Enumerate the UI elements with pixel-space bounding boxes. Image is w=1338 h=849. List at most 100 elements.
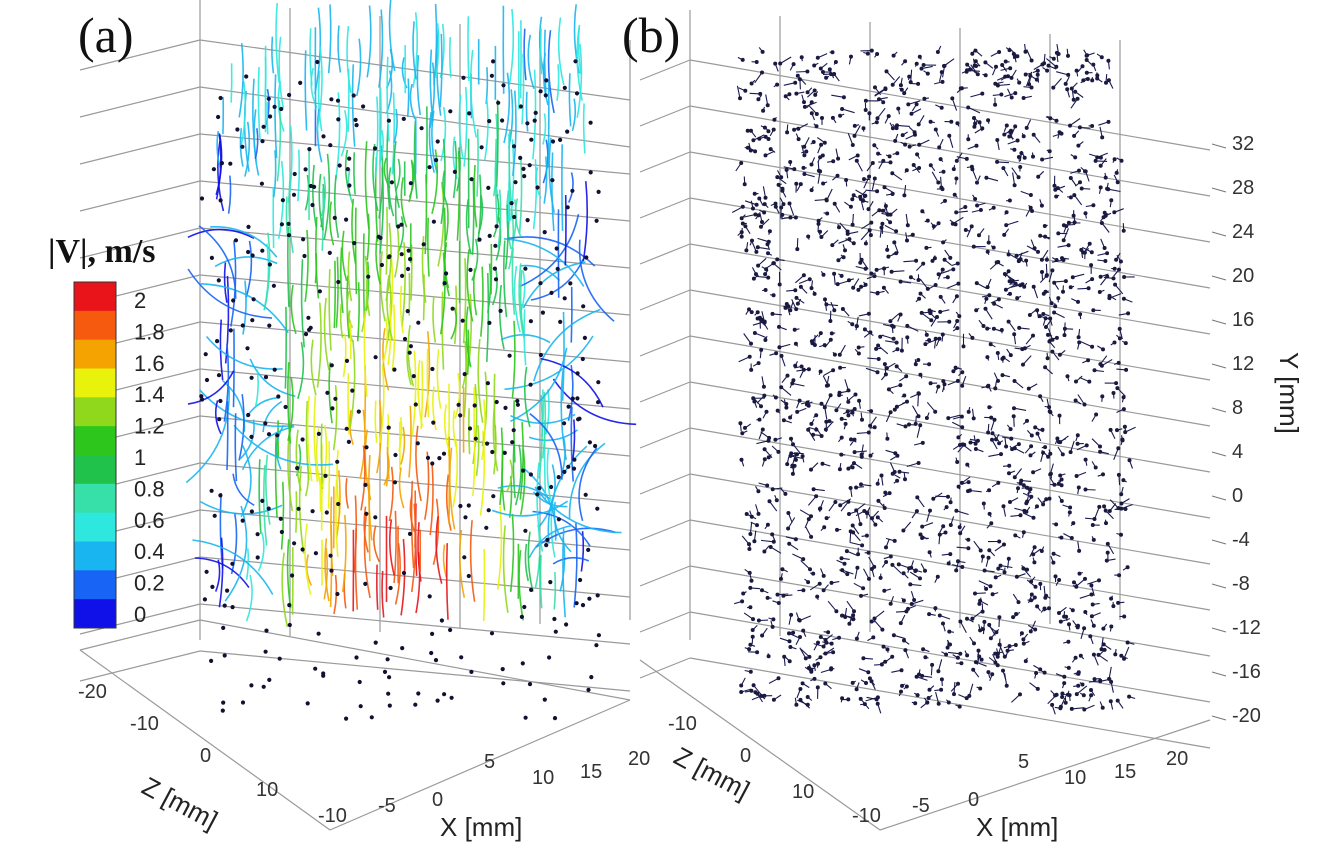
particle-point — [902, 193, 907, 198]
particle-point — [804, 149, 809, 154]
particle-point — [566, 404, 571, 409]
particle-point — [899, 348, 904, 353]
particle-point — [406, 248, 411, 253]
particle-point — [861, 586, 866, 591]
particle-point — [749, 128, 753, 133]
particle-point — [1107, 676, 1112, 681]
pathline — [545, 389, 550, 435]
pathline — [192, 539, 274, 595]
pathline — [578, 239, 615, 322]
pathline — [353, 152, 356, 195]
particle-point — [856, 287, 861, 292]
particle-point — [770, 624, 775, 629]
particle-point — [1047, 339, 1052, 344]
particle-point — [850, 143, 855, 147]
particle-track — [893, 634, 906, 640]
particle-point — [771, 127, 776, 132]
particle-point — [1068, 195, 1073, 200]
pathline — [214, 559, 221, 592]
particle-point — [1016, 486, 1020, 491]
particle-point — [977, 233, 981, 238]
particle-point — [1006, 269, 1011, 274]
particle-point — [408, 344, 413, 349]
particle-point — [562, 85, 567, 90]
pathline — [223, 343, 230, 422]
pathline — [379, 251, 386, 322]
pathline — [227, 175, 232, 214]
colorbar-segment — [74, 455, 116, 485]
particle-point — [1050, 337, 1055, 342]
y-tick-label: -4 — [1232, 529, 1250, 551]
particle-point — [913, 132, 917, 137]
pathline — [394, 195, 398, 227]
particle-point — [832, 271, 837, 276]
particle-point — [1031, 552, 1036, 557]
particle-track — [912, 405, 919, 417]
particle-point — [1095, 155, 1100, 160]
particle-point — [783, 305, 788, 310]
y-tick-mark — [1211, 319, 1227, 325]
grid-line — [199, 603, 631, 645]
particle-point — [458, 503, 463, 509]
particle-point — [926, 696, 931, 700]
pathline — [230, 512, 238, 575]
particle-point — [879, 473, 884, 478]
particle-point — [1057, 413, 1062, 418]
pathline — [258, 459, 262, 534]
particle-point — [778, 61, 783, 66]
particle-point — [945, 275, 950, 280]
particle-point — [228, 328, 233, 333]
pathline — [567, 172, 574, 203]
particle-point — [1028, 73, 1033, 78]
particle-point — [860, 417, 864, 422]
pathline — [518, 263, 525, 338]
pathline — [280, 481, 285, 550]
particle-point — [1032, 560, 1037, 565]
particle-point — [995, 351, 1000, 355]
particle-point — [501, 681, 506, 686]
particle-point — [1095, 76, 1100, 81]
particle-point — [354, 123, 359, 128]
particle-point — [755, 523, 759, 528]
particle-point — [851, 285, 856, 290]
grid-line — [689, 519, 1211, 611]
pathline — [335, 479, 339, 557]
particle-point — [770, 532, 775, 537]
particle-point — [901, 528, 906, 533]
particle-point — [948, 523, 953, 527]
particle-point — [801, 588, 806, 593]
particle-point — [883, 204, 888, 208]
particle-point — [930, 258, 935, 263]
particle-point — [407, 531, 413, 537]
particle-point — [958, 619, 963, 624]
particle-point — [580, 603, 586, 608]
particle-point — [329, 568, 334, 573]
particle-point — [941, 621, 945, 626]
grid-line — [199, 274, 631, 316]
particle-point — [766, 275, 771, 280]
particle-point — [855, 153, 860, 158]
particle-point — [771, 617, 776, 622]
particle-point — [1098, 185, 1103, 190]
particle-point — [344, 217, 349, 222]
particle-point — [329, 363, 334, 368]
particle-point — [1001, 166, 1006, 171]
particle-point — [1005, 648, 1010, 653]
particle-point — [938, 309, 943, 314]
particle-point — [1023, 49, 1028, 54]
pathline — [304, 523, 312, 595]
particle-point — [1014, 612, 1019, 616]
particle-point — [1071, 213, 1076, 218]
particle-point — [835, 173, 840, 178]
particle-point — [1076, 485, 1081, 490]
pathline — [400, 177, 408, 228]
particle-point — [324, 510, 329, 515]
particle-point — [1028, 205, 1033, 210]
pathline — [518, 214, 580, 288]
particle-point — [467, 111, 472, 116]
pathline — [304, 50, 308, 131]
pathline — [271, 36, 275, 74]
particle-track — [891, 270, 905, 273]
particle-point — [815, 685, 820, 690]
pathline — [503, 72, 511, 144]
